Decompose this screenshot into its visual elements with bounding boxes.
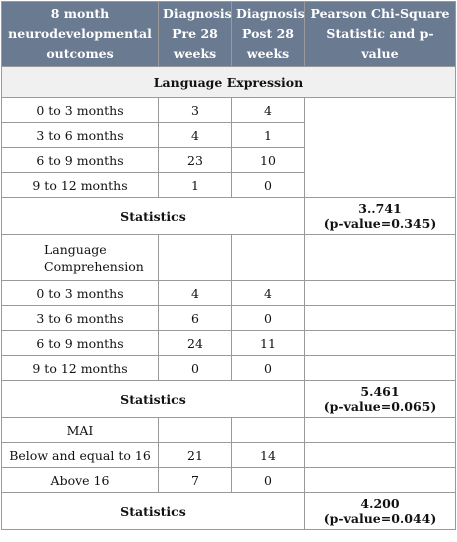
row-pre: 24 xyxy=(158,330,232,356)
header-pre-28: Diagnosis Pre 28 weeks xyxy=(158,1,232,67)
table-row: 3 to 6 months 6 0 xyxy=(1,305,456,331)
row-pre: 6 xyxy=(158,305,232,331)
table-row: Below and equal to 16 21 14 xyxy=(1,442,456,468)
row-post: 0 xyxy=(231,467,305,493)
table-row: 6 to 9 months 24 11 xyxy=(1,330,456,356)
row-post: 11 xyxy=(231,330,305,356)
row-label: 9 to 12 months xyxy=(1,355,159,381)
row-pre: 3 xyxy=(158,97,232,123)
table-row: 0 to 3 months 4 4 xyxy=(1,280,456,306)
row-label: 9 to 12 months xyxy=(1,172,159,198)
row-label: 6 to 9 months xyxy=(1,147,159,173)
empty-cell xyxy=(231,234,305,281)
table-row: 0 to 3 months 3 4 xyxy=(1,97,456,198)
empty-stat-cell xyxy=(304,97,456,198)
row-post: 0 xyxy=(231,355,305,381)
row-pre: 4 xyxy=(158,280,232,306)
empty-cell xyxy=(231,417,305,443)
section-title: Language Expression xyxy=(1,66,456,98)
empty-stat-cell xyxy=(304,305,456,331)
header-chi-square: Pearson Chi-Square Statistic and p-value xyxy=(304,1,456,67)
statistic-value: 3..741 xyxy=(358,201,402,216)
row-post: 0 xyxy=(231,172,305,198)
statistics-label: Statistics xyxy=(1,197,305,235)
outcomes-table: 8 month neurodevelopmental outcomes Diag… xyxy=(1,1,456,530)
row-post: 10 xyxy=(231,147,305,173)
row-label: 3 to 6 months xyxy=(1,122,159,148)
empty-stat-cell xyxy=(304,330,456,356)
table-row: 9 to 12 months 0 0 xyxy=(1,355,456,381)
p-value: (p-value=0.065) xyxy=(323,399,437,414)
empty-cell xyxy=(158,234,232,281)
statistics-label: Statistics xyxy=(1,380,305,418)
row-post: 1 xyxy=(231,122,305,148)
row-label: 6 to 9 months xyxy=(1,330,159,356)
empty-stat-cell xyxy=(304,280,456,306)
statistics-row: Statistics 5.461 (p-value=0.065) xyxy=(1,380,456,418)
section-row-mai: MAI xyxy=(1,417,456,443)
statistics-value-cell: 5.461 (p-value=0.065) xyxy=(304,380,456,418)
outcomes-table-container: 8 month neurodevelopmental outcomes Diag… xyxy=(1,1,456,530)
table-header-row: 8 month neurodevelopmental outcomes Diag… xyxy=(1,1,456,67)
table-row: 6 to 9 months 23 10 xyxy=(1,147,456,173)
row-pre: 23 xyxy=(158,147,232,173)
row-pre: 7 xyxy=(158,467,232,493)
p-value: (p-value=0.345) xyxy=(323,216,437,231)
statistics-value-cell: 3..741 (p-value=0.345) xyxy=(304,197,456,235)
empty-cell xyxy=(304,417,456,443)
table-row: Above 16 7 0 xyxy=(1,467,456,493)
row-pre: 0 xyxy=(158,355,232,381)
header-outcomes: 8 month neurodevelopmental outcomes xyxy=(1,1,159,67)
table-row: 3 to 6 months 4 1 xyxy=(1,122,456,148)
row-label: Above 16 xyxy=(1,467,159,493)
section-row-language-expression: Language Expression xyxy=(1,66,456,98)
row-label: Below and equal to 16 xyxy=(1,442,159,468)
statistics-row: Statistics 3..741 (p-value=0.345) xyxy=(1,197,456,235)
row-post: 4 xyxy=(231,97,305,123)
empty-stat-cell xyxy=(304,355,456,381)
row-pre: 1 xyxy=(158,172,232,198)
row-pre: 4 xyxy=(158,122,232,148)
empty-stat-cell xyxy=(304,467,456,493)
statistic-value: 4.200 xyxy=(360,496,400,511)
p-value: (p-value=0.044) xyxy=(323,511,437,526)
row-label: 0 to 3 months xyxy=(1,97,159,123)
statistics-row: Statistics 4.200 (p-value=0.044) xyxy=(1,492,456,530)
row-label: 3 to 6 months xyxy=(1,305,159,331)
row-post: 0 xyxy=(231,305,305,331)
row-post: 4 xyxy=(231,280,305,306)
empty-cell xyxy=(158,417,232,443)
statistic-value: 5.461 xyxy=(360,384,400,399)
statistics-label: Statistics xyxy=(1,492,305,530)
section-title: MAI xyxy=(1,417,159,443)
table-row: 9 to 12 months 1 0 xyxy=(1,172,456,198)
row-post: 14 xyxy=(231,442,305,468)
header-post-28: Diagnosis Post 28 weeks xyxy=(231,1,305,67)
empty-stat-cell xyxy=(304,442,456,468)
statistics-value-cell: 4.200 (p-value=0.044) xyxy=(304,492,456,530)
row-pre: 21 xyxy=(158,442,232,468)
row-label: 0 to 3 months xyxy=(1,280,159,306)
section-row-language-comprehension: Language Comprehension xyxy=(1,234,456,281)
section-title: Language Comprehension xyxy=(1,234,159,281)
empty-cell xyxy=(304,234,456,281)
